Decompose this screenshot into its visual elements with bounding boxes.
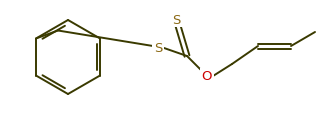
Text: O: O bbox=[202, 70, 212, 83]
Text: S: S bbox=[172, 13, 180, 26]
Text: S: S bbox=[154, 42, 162, 55]
